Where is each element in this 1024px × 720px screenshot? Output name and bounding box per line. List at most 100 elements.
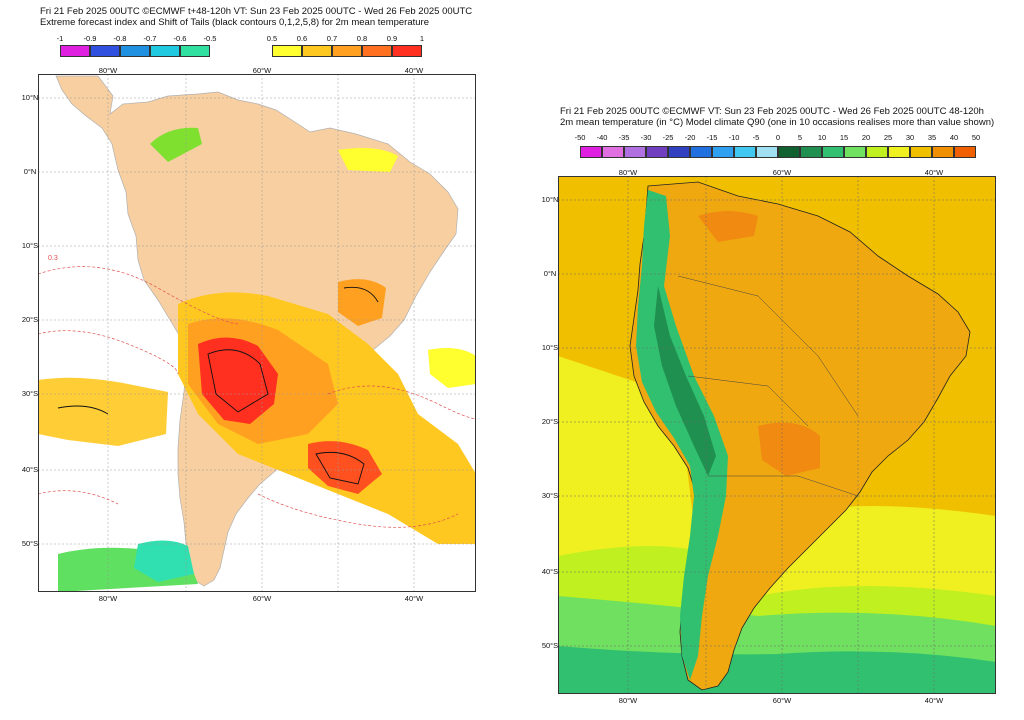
legend-tick-label: -30 bbox=[640, 133, 652, 142]
lon-label: 60°W bbox=[252, 66, 272, 75]
map-frame bbox=[558, 176, 996, 694]
darkgreen-south-band bbox=[558, 646, 996, 694]
left-lon-labels-top: 80°W 60°W 40°W bbox=[38, 66, 476, 75]
cyan-anomaly-south bbox=[134, 540, 194, 582]
legend-swatch bbox=[60, 45, 90, 57]
legend-tick-label: 1 bbox=[419, 34, 425, 43]
legend-tick-label: 0.6 bbox=[296, 34, 308, 43]
lat-label: 10°S bbox=[21, 241, 39, 250]
lat-label: 20°S bbox=[21, 315, 39, 324]
right-lat-labels: 10°N 0°N 10°S 20°S 30°S 40°S 50°S bbox=[541, 176, 559, 694]
lon-label: 40°W bbox=[924, 696, 944, 705]
lon-label: 40°W bbox=[924, 168, 944, 177]
legend-swatch bbox=[362, 45, 392, 57]
lat-label: 0°N bbox=[23, 167, 37, 176]
neg-legend-ticks: -1 -0.9 -0.8 -0.7 -0.6 -0.5 bbox=[57, 34, 217, 44]
lon-label: 60°W bbox=[772, 168, 792, 177]
legend-tick-label: 0.8 bbox=[356, 34, 368, 43]
right-lon-labels-bottom: 80°W 60°W 40°W bbox=[558, 696, 996, 705]
pos-legend-colorbar bbox=[272, 45, 422, 57]
legend-swatch bbox=[778, 146, 800, 158]
red-anomaly-east bbox=[308, 441, 382, 494]
contour-label: 0.3 bbox=[48, 255, 58, 262]
legend-tick-label: -5 bbox=[752, 133, 760, 142]
lon-label: 40°W bbox=[404, 594, 424, 603]
legend-tick-label: 25 bbox=[883, 133, 893, 142]
efi-contours-dashed bbox=[38, 266, 476, 528]
legend-swatch bbox=[150, 45, 180, 57]
legend-tick-label: 40 bbox=[949, 133, 959, 142]
legend-swatch bbox=[580, 146, 602, 158]
legend-swatch bbox=[844, 146, 866, 158]
legend-tick-label: -15 bbox=[706, 133, 718, 142]
legend-tick-label: -0.9 bbox=[83, 34, 97, 43]
pos-legend-ticks: 0.5 0.6 0.7 0.8 0.9 1 bbox=[267, 34, 425, 44]
neg-legend-colorbar bbox=[60, 45, 210, 57]
legend-swatch bbox=[712, 146, 734, 158]
lat-label: 50°S bbox=[21, 539, 39, 548]
legend-swatch bbox=[734, 146, 756, 158]
lon-label: 60°W bbox=[772, 696, 792, 705]
highland-orange bbox=[758, 422, 820, 476]
legend-tick-label: 35 bbox=[927, 133, 937, 142]
legend-tick-label: -50 bbox=[574, 133, 586, 142]
legend-swatch bbox=[910, 146, 932, 158]
legend-swatch bbox=[756, 146, 778, 158]
highland-orange-north bbox=[698, 211, 758, 242]
legend-tick-label: -0.8 bbox=[113, 34, 127, 43]
lat-label: 20°S bbox=[541, 417, 559, 426]
lat-label: 0°N bbox=[543, 269, 557, 278]
legend-swatch bbox=[90, 45, 120, 57]
legend-swatch bbox=[120, 45, 150, 57]
map-frame bbox=[38, 74, 476, 592]
lat-label: 30°S bbox=[21, 389, 39, 398]
legend-swatch bbox=[624, 146, 646, 158]
lat-label: 40°S bbox=[21, 465, 39, 474]
legend-tick-label: 0.9 bbox=[386, 34, 398, 43]
red-anomaly-core bbox=[198, 337, 278, 424]
legend-tick-label: -0.7 bbox=[143, 34, 157, 43]
legend-tick-label: 15 bbox=[839, 133, 849, 142]
legend-swatch bbox=[180, 45, 210, 57]
lon-label: 80°W bbox=[618, 168, 638, 177]
temperature-climate-map bbox=[558, 176, 996, 694]
legend-swatch bbox=[302, 45, 332, 57]
legend-tick-label: 0.5 bbox=[266, 34, 278, 43]
legend-swatch bbox=[822, 146, 844, 158]
legend-tick-label: -25 bbox=[662, 133, 674, 142]
yellow-anomaly-venezuela bbox=[338, 148, 398, 172]
legend-swatch bbox=[392, 45, 422, 57]
legend-tick-label: 30 bbox=[905, 133, 915, 142]
lat-label: 10°N bbox=[21, 93, 39, 102]
legend-tick-label: -40 bbox=[596, 133, 608, 142]
legend-swatch bbox=[332, 45, 362, 57]
efi-map: 0.3 bbox=[38, 74, 476, 592]
lat-label: 30°S bbox=[541, 491, 559, 500]
legend-tick-label: -10 bbox=[728, 133, 740, 142]
legend-tick-label: 50 bbox=[971, 133, 981, 142]
legend-swatch bbox=[866, 146, 888, 158]
lat-label: 50°S bbox=[541, 641, 559, 650]
orange-anomaly-north bbox=[338, 279, 386, 326]
legend-tick-label: 0.7 bbox=[326, 34, 338, 43]
andes-darkgreen bbox=[654, 286, 716, 476]
legend-tick-label: 20 bbox=[861, 133, 871, 142]
legend-tick-label: 10 bbox=[817, 133, 827, 142]
lat-label: 40°S bbox=[541, 567, 559, 576]
green-anomaly-north bbox=[150, 127, 202, 162]
left-title-line1: Fri 21 Feb 2025 00UTC ©ECMWF t+48-120h V… bbox=[40, 6, 473, 17]
legend-swatch bbox=[954, 146, 976, 158]
legend-swatch bbox=[888, 146, 910, 158]
legend-swatch bbox=[800, 146, 822, 158]
legend-tick-label: -0.5 bbox=[203, 34, 217, 43]
left-title-line2: Extreme forecast index and Shift of Tail… bbox=[40, 17, 429, 28]
yellow-anomaly-atlantic bbox=[38, 377, 168, 446]
lon-label: 80°W bbox=[618, 696, 638, 705]
lon-label: 60°W bbox=[252, 594, 272, 603]
country-borders bbox=[677, 275, 859, 497]
map-gridlines bbox=[38, 74, 476, 592]
lat-label: 10°N bbox=[541, 195, 559, 204]
legend-swatch bbox=[932, 146, 954, 158]
right-legend-colorbar bbox=[580, 146, 976, 158]
sot-black-contours bbox=[57, 286, 379, 485]
